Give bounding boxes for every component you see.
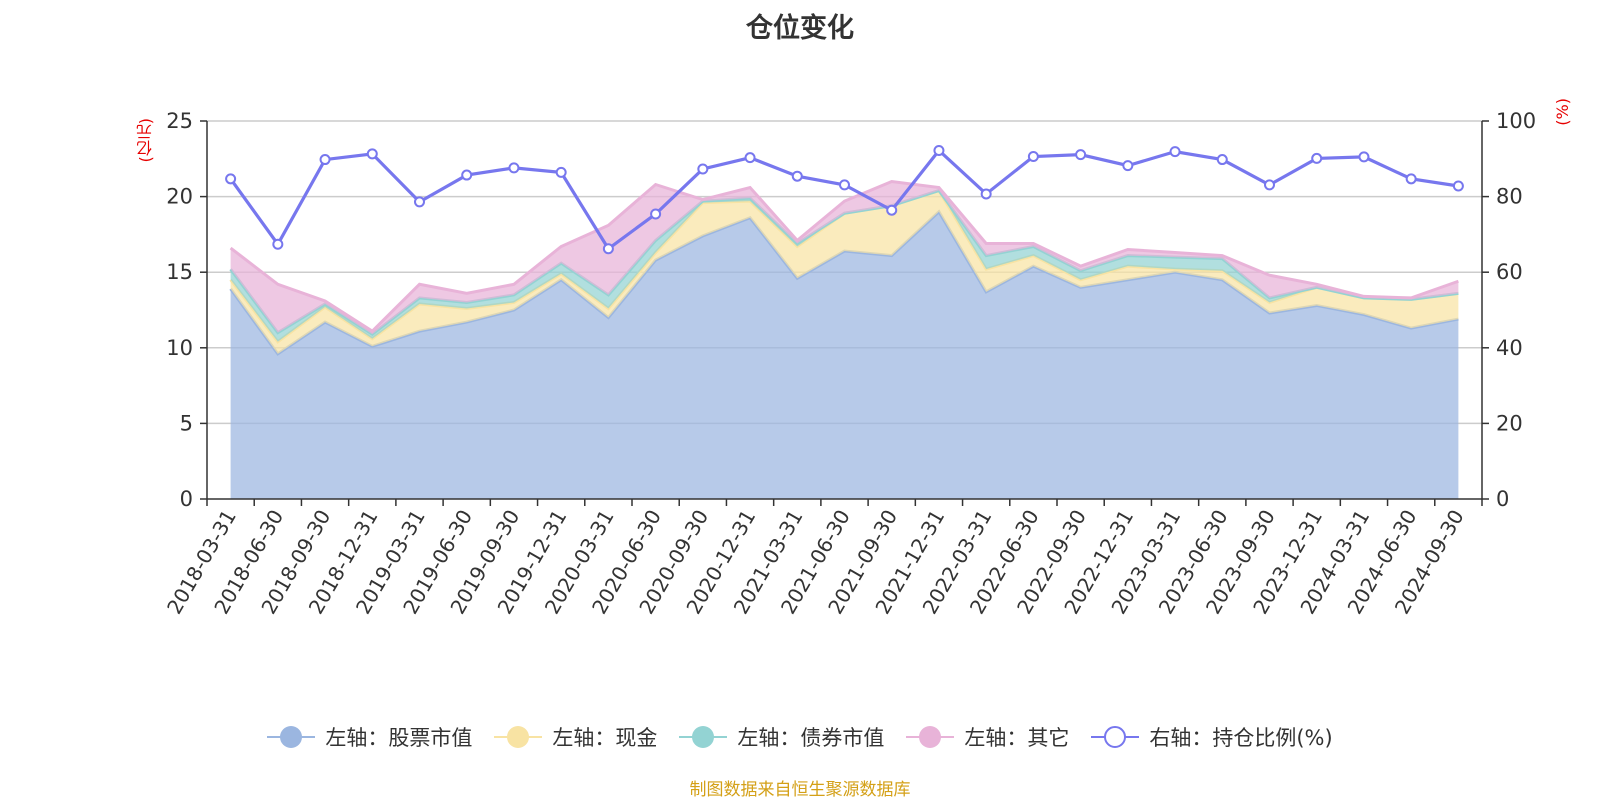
area-series-edge-3 xyxy=(229,179,1459,334)
legend-cash-icon xyxy=(494,724,543,750)
left-axis-tick-label: 15 xyxy=(166,260,193,284)
holding-ratio-point xyxy=(414,196,425,208)
holding-ratio-point xyxy=(1027,151,1039,163)
left-axis-tick-label: 20 xyxy=(166,185,193,209)
left-axis-tick-label: 25 xyxy=(166,109,193,133)
holding-ratio-point xyxy=(650,208,662,220)
legend-item-holding-ratio[interactable]: 右轴：持仓比例(%) xyxy=(1091,722,1333,752)
holding-ratio-point xyxy=(886,204,898,216)
legend-cash-label: 左轴：现金 xyxy=(552,726,658,750)
area-series-3 xyxy=(230,181,1459,335)
legend-stock-label: 左轴：股票市值 xyxy=(325,726,473,750)
legend-bond-label: 左轴：债券市值 xyxy=(737,726,885,750)
right-axis-tick-label: 20 xyxy=(1496,411,1523,435)
holding-ratio-point xyxy=(272,238,284,250)
holding-ratio-point xyxy=(602,243,614,255)
legend-bond-icon xyxy=(679,724,728,750)
right-axis-tick-label: 80 xyxy=(1496,185,1523,209)
legend-other-icon xyxy=(906,724,955,750)
holding-ratio-point xyxy=(555,166,567,178)
holding-ratio-point xyxy=(1075,149,1087,161)
legend-holding-ratio-label: 右轴：持仓比例(%) xyxy=(1149,726,1333,750)
area-series-2 xyxy=(230,190,1459,342)
holding-ratio-point xyxy=(1358,151,1370,163)
right-axis-tick-label: 60 xyxy=(1496,260,1523,284)
holding-ratio-point xyxy=(980,188,992,200)
legend-other-label: 左轴：其它 xyxy=(964,726,1070,750)
left-axis-tick-label: 5 xyxy=(180,411,193,435)
holding-ratio-point xyxy=(1169,146,1181,158)
holding-ratio-point xyxy=(697,163,709,175)
chart-title: 仓位变化 xyxy=(746,13,854,44)
right-axis-tick-label: 0 xyxy=(1496,487,1509,511)
holding-ratio-point xyxy=(225,173,237,185)
legend-stock-icon xyxy=(267,724,316,750)
legend-holding-ratio-icon xyxy=(1091,724,1140,750)
holding-ratio-point xyxy=(1452,180,1464,192)
legend-item-cash[interactable]: 左轴：现金 xyxy=(494,722,657,752)
holding-ratio-point xyxy=(461,169,473,181)
right-axis-tick-label: 40 xyxy=(1496,336,1523,360)
holding-ratio-point xyxy=(744,152,756,164)
holding-ratio-point xyxy=(1405,173,1417,185)
holding-ratio-point xyxy=(1122,160,1134,172)
area-series-1 xyxy=(230,190,1459,354)
legend-item-other[interactable]: 左轴：其它 xyxy=(906,722,1069,752)
position-change-chart: 05101520250204060801002018-03-312018-06-… xyxy=(162,109,1536,618)
area-series-0 xyxy=(230,211,1459,499)
holding-ratio-point xyxy=(1216,154,1228,166)
legend-item-bond[interactable]: 左轴：债券市值 xyxy=(679,722,884,752)
chart-legend: 左轴：股票市值 左轴：现金 左轴：债券市值 左轴：其它 右轴：持仓比例(%) xyxy=(0,722,1600,752)
legend-item-stock[interactable]: 左轴：股票市值 xyxy=(267,722,472,752)
holding-ratio-point xyxy=(1264,179,1275,191)
holding-ratio-point xyxy=(366,148,378,160)
holding-ratio-point xyxy=(508,162,520,174)
left-axis-tick-label: 10 xyxy=(166,336,193,360)
holding-ratio-point xyxy=(791,170,803,182)
holding-ratio-point xyxy=(1311,152,1323,164)
holding-ratio-point xyxy=(933,144,945,156)
left-axis-tick-label: 0 xyxy=(180,487,193,511)
data-source-note: 制图数据来自恒生聚源数据库 xyxy=(689,780,911,800)
holding-ratio-point xyxy=(839,179,850,191)
holding-ratio-point xyxy=(319,154,331,166)
right-axis-tick-label: 100 xyxy=(1496,109,1536,133)
